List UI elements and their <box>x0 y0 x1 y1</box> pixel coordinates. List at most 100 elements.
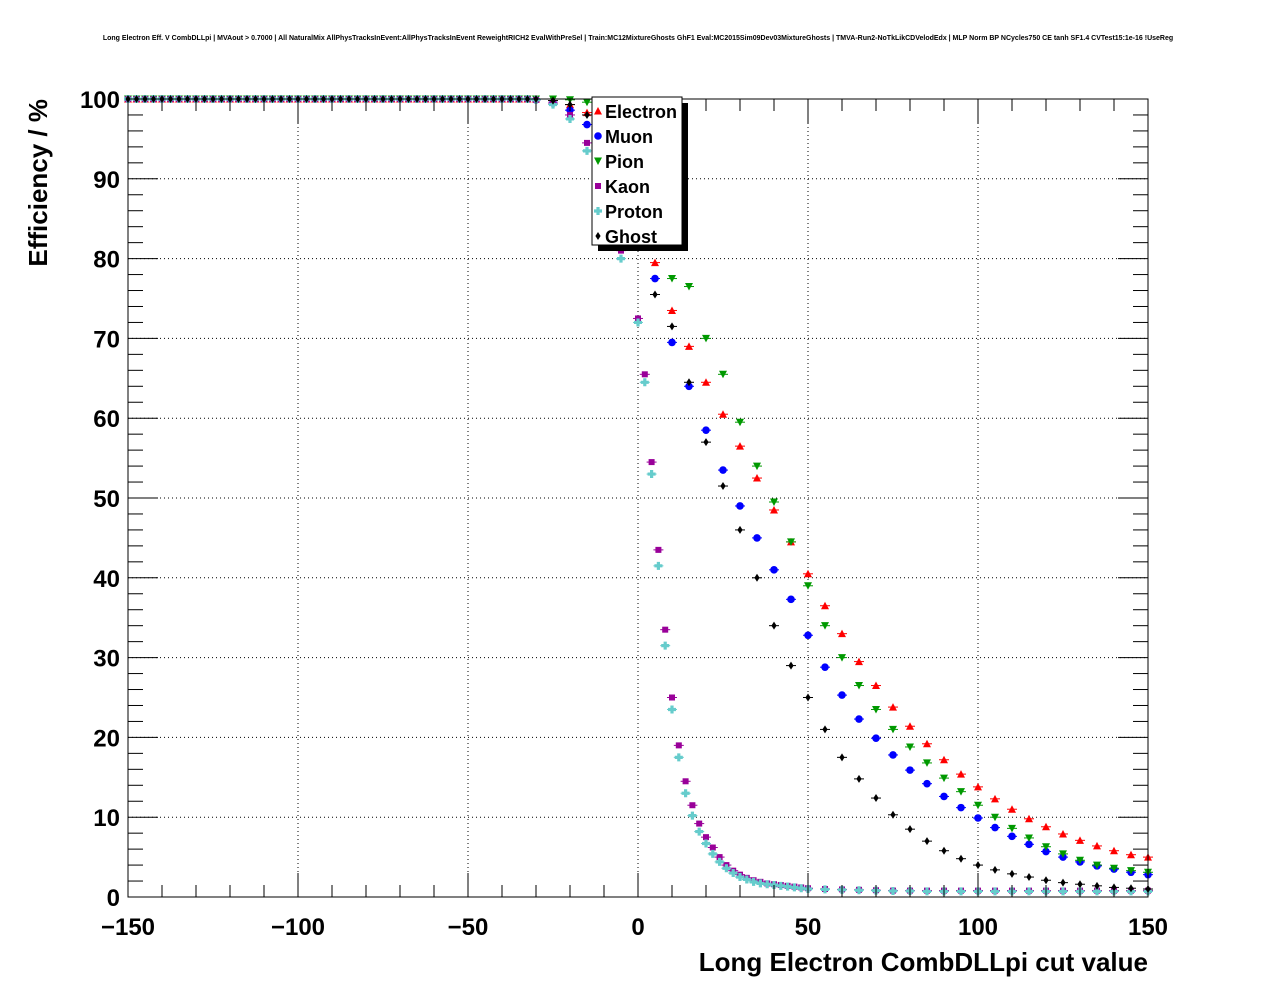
data-point <box>991 794 999 803</box>
data-point <box>821 885 830 894</box>
data-point <box>720 482 726 491</box>
data-point <box>991 823 999 832</box>
data-point <box>855 657 863 666</box>
data-point <box>974 814 982 822</box>
data-point <box>702 426 710 434</box>
data-point <box>651 258 659 267</box>
legend-marker <box>595 232 601 240</box>
data-point <box>584 139 590 146</box>
data-point <box>668 306 676 314</box>
data-point <box>647 470 656 479</box>
x-tick-label: 50 <box>795 914 822 941</box>
data-point <box>1127 867 1135 875</box>
x-tick-label: −100 <box>271 914 325 941</box>
data-point <box>703 438 709 447</box>
data-point <box>719 466 727 474</box>
data-point <box>736 418 744 427</box>
y-tick-label: 40 <box>93 566 120 593</box>
data-point <box>957 803 965 812</box>
data-point <box>992 865 998 874</box>
data-point <box>583 146 592 155</box>
data-point <box>736 442 744 450</box>
data-point <box>715 857 724 866</box>
y-tick-label: 30 <box>93 646 120 673</box>
data-point <box>838 654 846 662</box>
data-point <box>696 820 703 827</box>
data-point <box>753 462 761 471</box>
data-point <box>991 887 1000 896</box>
data-point <box>957 887 966 896</box>
legend-label: Proton <box>605 202 663 222</box>
data-point <box>906 722 914 730</box>
legend-box <box>591 96 683 246</box>
data-point <box>991 813 999 822</box>
data-point <box>583 98 591 107</box>
data-point <box>940 755 948 764</box>
data-point <box>686 378 692 387</box>
data-point <box>668 338 676 347</box>
data-point <box>648 459 655 466</box>
data-point <box>652 290 658 299</box>
data-point <box>856 774 862 783</box>
data-point <box>797 884 806 893</box>
data-point <box>729 869 738 878</box>
legend-marker <box>594 132 602 140</box>
legend-marker <box>594 207 603 215</box>
data-point <box>821 622 829 630</box>
data-point <box>906 766 914 774</box>
data-point <box>736 873 745 882</box>
legend-marker <box>595 183 601 189</box>
data-point <box>776 881 785 890</box>
legend-entry-proton: Proton <box>594 202 663 222</box>
data-point <box>1093 887 1101 896</box>
data-point <box>702 334 710 343</box>
data-point <box>654 561 663 570</box>
data-point <box>763 880 772 889</box>
data-point <box>754 573 760 582</box>
y-tick-label: 50 <box>93 486 120 513</box>
data-point <box>838 691 846 699</box>
data-point <box>708 849 717 858</box>
data-point <box>668 705 677 714</box>
data-point <box>1093 861 1101 870</box>
data-point <box>804 631 812 640</box>
data-point <box>1008 805 1016 813</box>
data-point <box>1025 814 1033 823</box>
data-point <box>940 792 948 801</box>
data-point <box>716 854 723 861</box>
data-point <box>742 875 751 884</box>
data-point <box>1094 881 1100 890</box>
data-point <box>1127 850 1135 859</box>
data-point <box>583 120 591 129</box>
tick-labels: −150 −100 −50 0 50 100 150 0 10 20 30 40 50 60 70 80 90 1… <box>80 87 1168 941</box>
data-point <box>685 342 693 350</box>
legend-entry-ghost: Ghost <box>595 227 657 247</box>
data-point <box>873 794 879 803</box>
data-point <box>957 770 965 778</box>
data-point <box>974 801 982 810</box>
data-point <box>771 621 777 630</box>
data-point <box>674 753 683 762</box>
data-point <box>651 274 659 283</box>
data-point <box>719 410 727 418</box>
x-tick-label: 150 <box>1128 914 1168 941</box>
data-point <box>1059 829 1067 838</box>
x-tick-label: 100 <box>958 914 998 941</box>
data-point <box>641 371 648 378</box>
legend: Electron Muon Pion Kaon Proton Ghost <box>591 96 688 251</box>
data-point <box>1128 884 1134 893</box>
data-point <box>790 883 799 892</box>
data-point <box>695 827 704 836</box>
data-point <box>787 538 795 546</box>
x-tick-label: −50 <box>448 914 489 941</box>
legend-entry-electron: Electron <box>594 102 677 122</box>
data-point <box>1042 843 1050 851</box>
legend-label: Kaon <box>605 177 650 197</box>
y-tick-label: 90 <box>93 167 120 194</box>
data-point <box>688 811 697 820</box>
x-tick-label: 0 <box>631 914 644 941</box>
data-point <box>923 739 931 748</box>
data-point <box>770 498 778 506</box>
data-point <box>566 114 575 123</box>
